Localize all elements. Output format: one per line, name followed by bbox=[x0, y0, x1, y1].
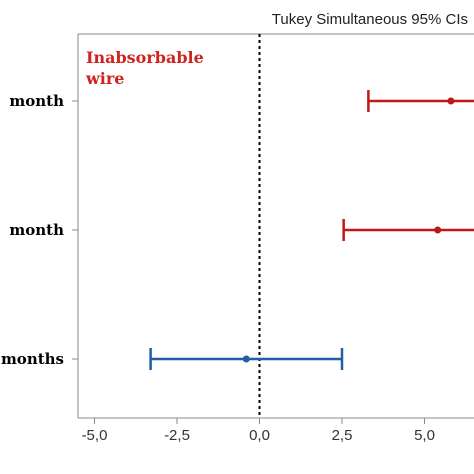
ci-estimate-point bbox=[447, 97, 455, 105]
annotation-text: wire bbox=[85, 69, 124, 88]
ci-estimate-point bbox=[242, 355, 250, 363]
plot-area: -5,0 -2,5 0,0 2,5 5,0 Inabsorbable wire month mo… bbox=[1, 33, 474, 444]
annotation-text: Inabsorbable bbox=[86, 48, 204, 67]
x-tick-label: -2,5 bbox=[164, 427, 190, 444]
category-label: month bbox=[9, 221, 64, 239]
ci-estimate-point bbox=[434, 226, 442, 234]
category-label: month bbox=[9, 92, 64, 110]
x-tick-label: -5,0 bbox=[82, 427, 108, 444]
x-tick-label: 2,5 bbox=[332, 427, 353, 444]
x-tick-label: 5,0 bbox=[414, 427, 435, 444]
category-label: months bbox=[1, 350, 64, 368]
x-tick-label: 0,0 bbox=[249, 427, 270, 444]
chart-title: Tukey Simultaneous 95% CIs bbox=[272, 11, 468, 28]
